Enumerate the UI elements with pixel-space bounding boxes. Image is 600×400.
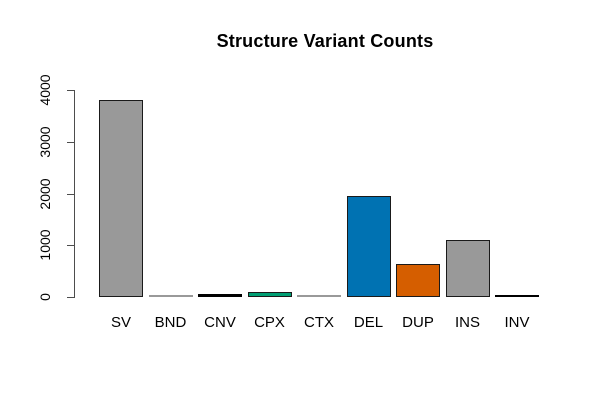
bar-ctx xyxy=(297,295,341,297)
bar-bnd xyxy=(149,295,193,297)
bar-cpx xyxy=(248,292,292,297)
chart-title: Structure Variant Counts xyxy=(216,31,434,51)
bar-inv xyxy=(495,295,539,297)
x-category-label: INS xyxy=(454,314,481,331)
bar-del xyxy=(347,196,391,297)
x-category-label: CTX xyxy=(304,314,334,331)
x-category-label: INV xyxy=(504,314,530,331)
y-axis-tick xyxy=(67,141,75,143)
y-tick-label: 1000 xyxy=(37,229,53,261)
y-axis-tick xyxy=(67,245,75,247)
y-tick-label: 0 xyxy=(37,293,53,301)
bar-sv xyxy=(99,100,143,297)
x-category-label: DEL xyxy=(353,314,384,331)
y-axis-tick xyxy=(67,193,75,195)
y-tick-label: 3000 xyxy=(37,126,53,158)
bar-cnv xyxy=(198,294,242,297)
x-category-label: SV xyxy=(110,314,132,331)
x-category-label: CPX xyxy=(254,314,285,331)
x-category-label: CNV xyxy=(204,314,236,331)
plot-area xyxy=(75,90,575,297)
bar-ins xyxy=(446,240,490,297)
bar-dup xyxy=(396,264,440,297)
x-category-label: BND xyxy=(154,314,187,331)
x-category-label: DUP xyxy=(402,314,434,331)
y-axis-tick xyxy=(67,90,75,91)
y-tick-label: 4000 xyxy=(37,74,53,106)
y-axis-tick xyxy=(67,297,75,298)
y-tick-label: 2000 xyxy=(37,177,53,210)
